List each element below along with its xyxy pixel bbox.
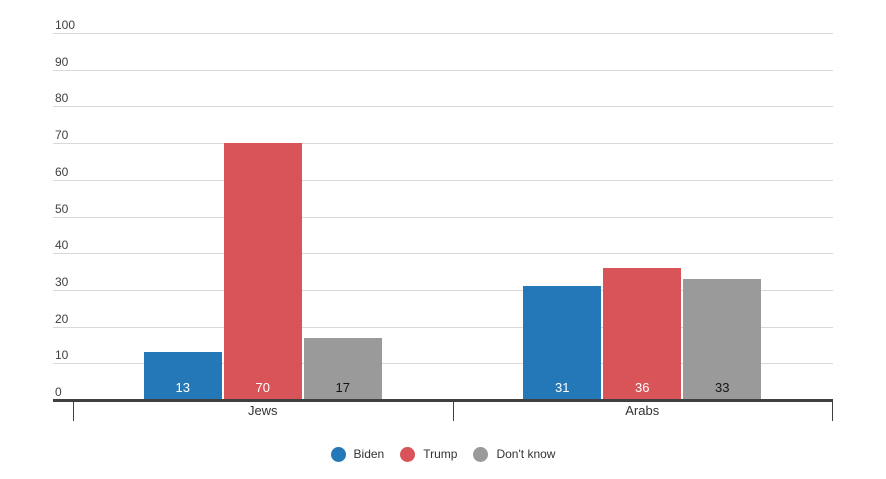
bar-value-label: 17 (335, 379, 350, 395)
chart-legend: Biden Trump Don't know (0, 445, 886, 463)
y-axis-tick-label: 0 (55, 385, 62, 399)
bar-don-t-know-jews: 17 (303, 337, 382, 399)
y-axis-tick-label: 70 (55, 128, 69, 143)
legend-marker-circle-icon (330, 446, 346, 462)
y-axis-tick-label: 100 (55, 18, 76, 32)
x-axis-category-label: Jews (247, 403, 278, 418)
bar-don-t-know-arabs: 33 (683, 278, 762, 399)
x-axis-tick (832, 402, 833, 421)
bar-value-label: 31 (555, 379, 570, 395)
legend-item-label: Biden (353, 446, 385, 461)
y-axis-tick-label: 10 (55, 348, 69, 363)
bar-value-label: 13 (175, 379, 190, 395)
gridline (53, 106, 833, 108)
gridline (53, 33, 833, 34)
legend-marker-circle-icon (400, 446, 416, 462)
x-axis-tick (452, 402, 454, 421)
y-axis-tick-label: 90 (55, 54, 69, 69)
y-axis-tick-label: 50 (55, 201, 69, 216)
bar-trump-arabs: 36 (603, 267, 682, 399)
bar-trump-jews: 70 (223, 143, 302, 399)
legend-item-label: Trump (423, 446, 458, 461)
bar-biden-arabs: 31 (523, 286, 602, 399)
x-axis-tick (73, 402, 74, 421)
bar-value-label: 36 (635, 379, 650, 395)
legend-marker-circle-icon (473, 446, 489, 462)
bar-biden-jews: 13 (143, 352, 222, 399)
legend-item-biden[interactable]: Biden (330, 446, 385, 462)
gridline (53, 216, 833, 218)
gridline (53, 253, 833, 255)
legend-item-trump[interactable]: Trump (400, 446, 458, 462)
y-axis-tick-label: 30 (55, 274, 69, 289)
gridline (53, 143, 833, 145)
gridline (53, 69, 833, 71)
gridline (53, 289, 833, 291)
legend-item-label: Don't know (496, 446, 556, 461)
y-axis-tick-label: 60 (55, 164, 69, 179)
y-axis-tick-label: 80 (55, 91, 69, 106)
bar-value-label: 33 (715, 379, 730, 395)
x-axis-category-label: Arabs (625, 403, 660, 418)
y-axis-tick-label: 20 (55, 311, 69, 326)
gridline (53, 179, 833, 181)
bar-value-label: 70 (255, 379, 270, 395)
y-axis-tick-label: 40 (55, 238, 69, 253)
gridline (53, 326, 833, 328)
legend-item-don-t-know[interactable]: Don't know (473, 446, 556, 462)
x-axis-line (53, 399, 833, 402)
gridline (53, 363, 833, 365)
